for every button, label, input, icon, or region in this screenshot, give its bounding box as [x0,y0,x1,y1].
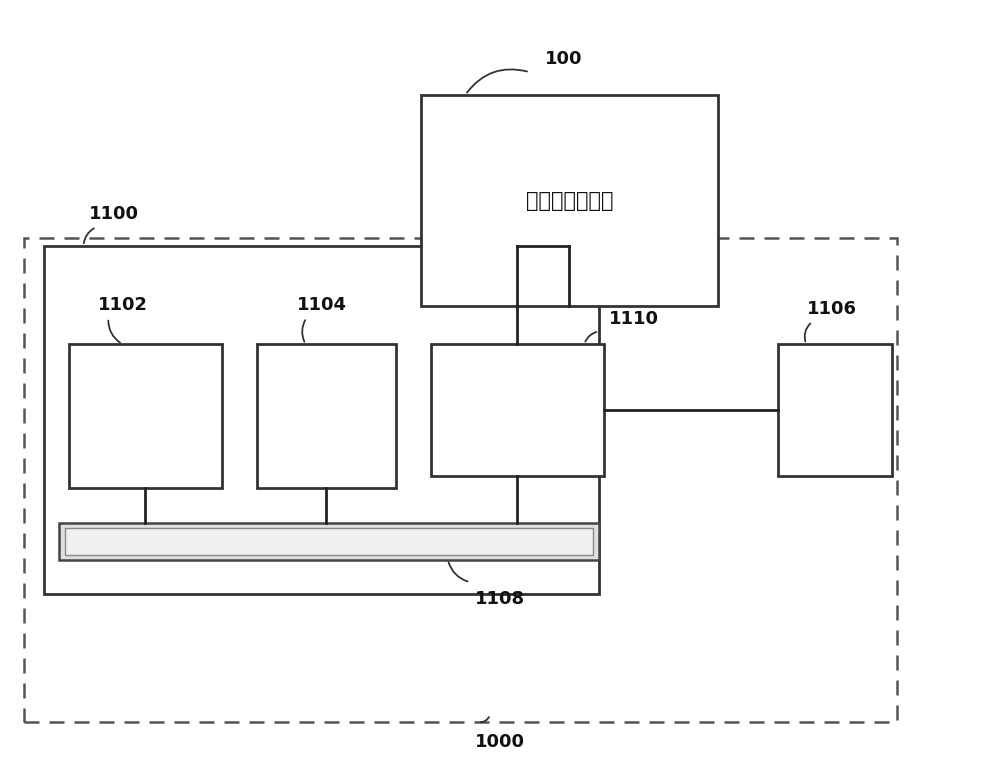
Text: 1108: 1108 [475,590,525,608]
Bar [24,238,897,722]
Text: 1106: 1106 [807,299,857,318]
Text: 1110: 1110 [609,309,659,328]
Text: 1000: 1000 [475,733,525,751]
Text: 微处理器: 微处理器 [124,407,167,425]
Bar [69,345,222,487]
Text: 1102: 1102 [98,296,148,314]
Text: I/O装置: I/O装置 [811,401,858,419]
Bar [65,528,593,555]
Text: 100: 100 [545,50,582,69]
Bar [421,95,718,306]
Bar [44,246,599,594]
Text: 数据传输接口: 数据传输接口 [485,401,550,419]
Bar [257,345,396,487]
Bar [431,345,604,477]
Text: 存储器存储装置: 存储器存储装置 [526,191,613,211]
Text: 1104: 1104 [297,296,347,314]
Text: 1100: 1100 [88,206,138,223]
Text: RAM: RAM [304,406,349,426]
Bar [59,523,599,559]
Bar [778,345,892,477]
